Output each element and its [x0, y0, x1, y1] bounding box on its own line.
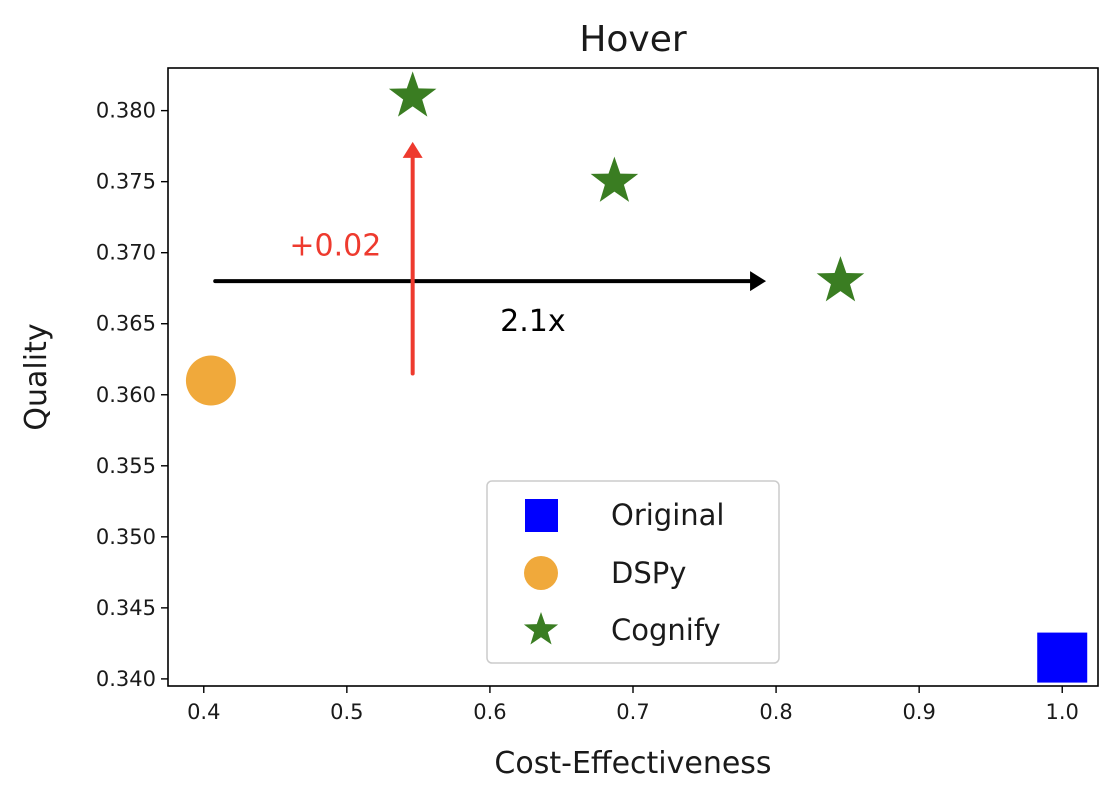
x-tick-label: 0.8: [759, 700, 792, 724]
legend-box: [486, 480, 780, 664]
legend: Original DSPy Cognify: [486, 480, 780, 664]
legend-label-original: Original: [611, 498, 724, 532]
x-axis-label: Cost-Effectiveness: [494, 746, 771, 781]
y-tick-label: 0.360: [96, 383, 156, 407]
plot-frame: [167, 67, 1099, 687]
chart-title: Hover: [579, 19, 687, 60]
annotation-label-2: +0.02: [289, 229, 381, 264]
y-tick-label: 0.350: [96, 525, 156, 549]
y-tick-label: 0.380: [96, 99, 156, 123]
y-tick-label: 0.355: [96, 454, 156, 478]
legend-marker-original: [525, 499, 558, 532]
point-original: [1037, 632, 1088, 683]
x-tick-label: 0.7: [616, 700, 649, 724]
y-tick-label: 0.370: [96, 241, 156, 265]
x-tick-label: 0.4: [187, 700, 220, 724]
annotation-arrowhead-2: [402, 141, 423, 158]
x-tick-label: 1.0: [1046, 700, 1079, 724]
point-cognify: [590, 156, 639, 202]
x-tick-label: 0.5: [330, 700, 363, 724]
legend-label-dspy: DSPy: [611, 556, 686, 590]
legend-marker-cognify: [523, 612, 559, 645]
y-axis-label: Quality: [19, 323, 54, 430]
annotation-arrowhead-1: [750, 271, 767, 292]
legend-label-cognify: Cognify: [611, 613, 721, 647]
annotation-label-1: 2.1x: [500, 304, 565, 339]
point-cognify: [388, 71, 437, 117]
x-tick-label: 0.6: [473, 700, 506, 724]
y-tick-label: 0.345: [96, 596, 156, 620]
y-tick-label: 0.365: [96, 312, 156, 336]
point-cognify: [816, 256, 865, 302]
legend-marker-dspy: [524, 556, 558, 590]
x-tick-label: 0.9: [902, 700, 935, 724]
y-tick-label: 0.340: [96, 667, 156, 691]
y-tick-label: 0.375: [96, 170, 156, 194]
point-dspy: [185, 355, 236, 406]
